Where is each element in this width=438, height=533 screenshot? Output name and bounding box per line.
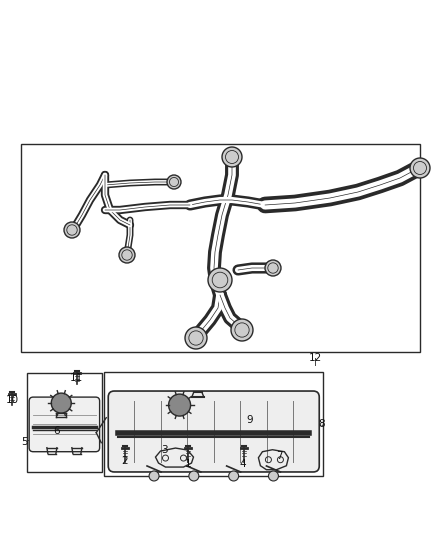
- Bar: [21, 144, 420, 352]
- Text: 3: 3: [161, 446, 168, 455]
- Circle shape: [208, 268, 232, 292]
- Text: 9: 9: [246, 415, 253, 425]
- Text: 5: 5: [21, 438, 28, 447]
- Circle shape: [231, 319, 253, 341]
- Bar: [27, 373, 102, 472]
- Text: 1: 1: [185, 459, 192, 469]
- Text: 12: 12: [309, 353, 322, 363]
- Text: 8: 8: [318, 419, 325, 429]
- Text: 2: 2: [121, 456, 128, 466]
- Circle shape: [119, 247, 135, 263]
- Text: 10: 10: [6, 395, 19, 405]
- Circle shape: [64, 222, 80, 238]
- Circle shape: [169, 394, 191, 416]
- Circle shape: [189, 471, 199, 481]
- Circle shape: [265, 260, 281, 276]
- FancyBboxPatch shape: [29, 397, 99, 451]
- Circle shape: [167, 175, 181, 189]
- Circle shape: [222, 147, 242, 167]
- Bar: [104, 372, 323, 476]
- Circle shape: [268, 471, 279, 481]
- Text: 6: 6: [53, 426, 60, 435]
- Circle shape: [410, 158, 430, 178]
- Circle shape: [185, 327, 207, 349]
- Text: 7: 7: [276, 451, 283, 461]
- Text: 11: 11: [70, 374, 83, 383]
- Circle shape: [229, 471, 239, 481]
- Circle shape: [51, 393, 71, 413]
- FancyBboxPatch shape: [108, 391, 319, 472]
- Circle shape: [149, 471, 159, 481]
- Text: 4: 4: [240, 459, 247, 469]
